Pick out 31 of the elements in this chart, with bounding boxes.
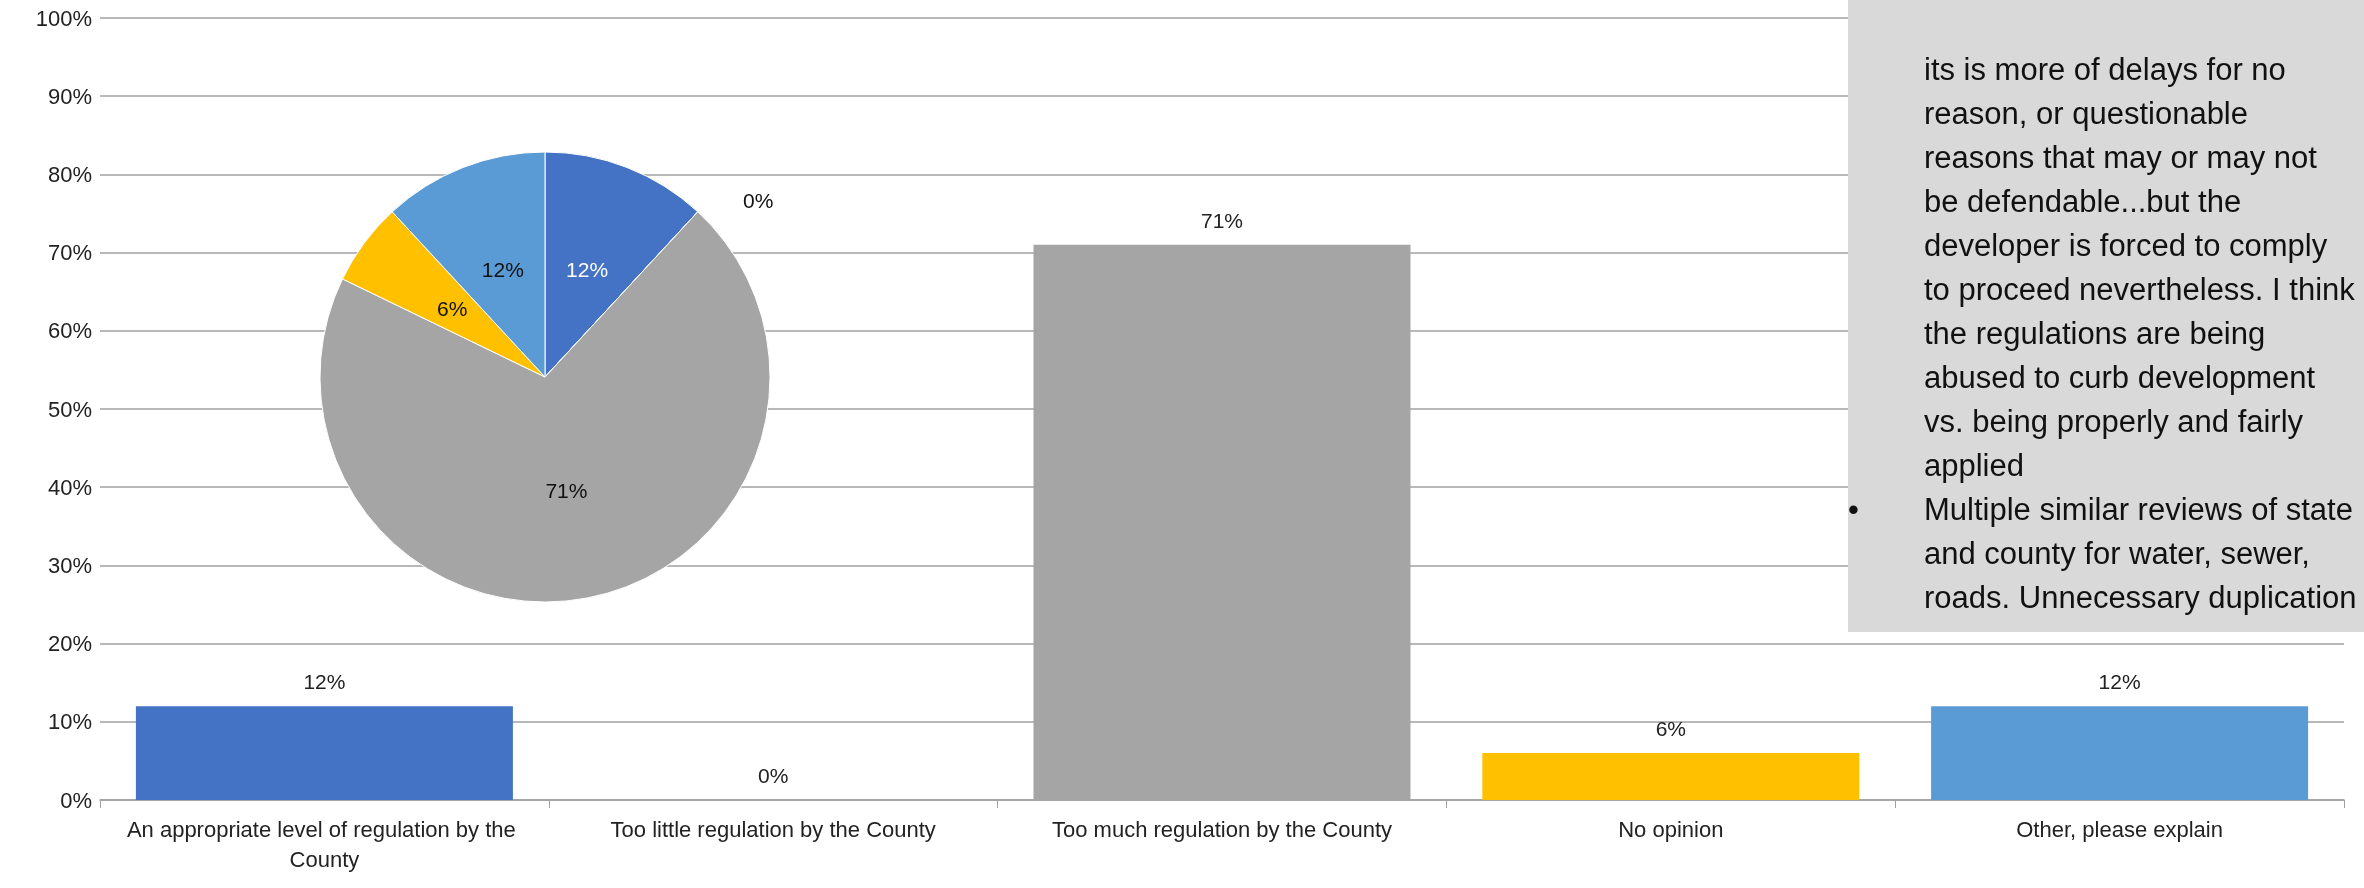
- bar: [1482, 753, 1860, 800]
- x-tick-label: Other, please explain: [2016, 816, 2223, 842]
- annotation: • Multiple similar reviews of state and county for water, sewer, roads. Unnecessary duplication: [1848, 491, 2358, 617]
- y-tick-label: 80%: [47, 161, 92, 187]
- y-tick-label: 0%: [60, 787, 92, 813]
- data-label: 71%: [1200, 208, 1244, 232]
- bar: [1931, 706, 2309, 800]
- text: 0%: [742, 189, 774, 213]
- y-tick-label: 10%: [47, 709, 92, 735]
- y-tick-label: 50%: [47, 396, 92, 422]
- y-tick-label: 70%: [47, 240, 92, 266]
- data-label: 12%: [566, 257, 609, 281]
- y-tick-label: 30%: [47, 552, 92, 578]
- data-label: 6%: [1655, 717, 1686, 741]
- bar: [135, 706, 513, 800]
- y-tick-label: 60%: [47, 318, 92, 344]
- x-tick-label: Too much regulation by the County: [1052, 816, 1392, 842]
- data-label: 12%: [2098, 670, 2141, 694]
- data-label: 0%: [758, 764, 789, 787]
- data-label: 6%: [437, 296, 468, 320]
- x-tick-label: No opinion: [1618, 816, 1724, 842]
- x-tick-label: Too little regulation by the County: [610, 816, 936, 842]
- data-label: 12%: [303, 670, 346, 694]
- x-tick-label: An appropriate level of regulation by the County: [126, 816, 522, 872]
- y-tick-label: 20%: [47, 631, 92, 657]
- y-tick-label: 40%: [47, 474, 92, 500]
- y-tick-label: 100%: [35, 5, 92, 31]
- text: its is more of delays for no reason, or questionable reasons that may or may not be defendable...but the developer is forced to comply to proceed nevertheless. I think the regulations are being abused to curb development vs. being properly and fairly applied: [1924, 52, 2355, 483]
- y-tick-label: 90%: [47, 83, 92, 109]
- data-label: 71%: [545, 478, 588, 502]
- data-label: 12%: [481, 257, 524, 281]
